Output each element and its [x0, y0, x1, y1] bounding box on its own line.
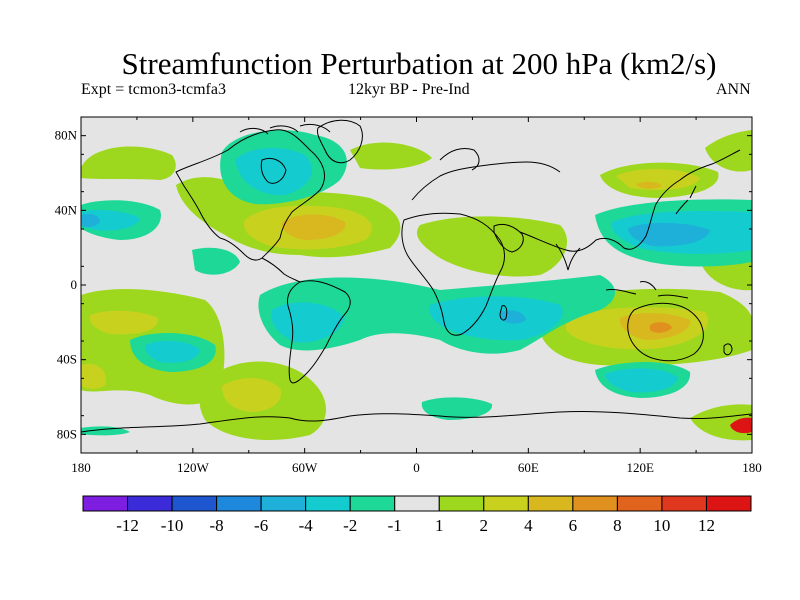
colorbar-label: 1	[435, 516, 444, 535]
colorbar-swatch	[616, 495, 663, 512]
lon-tick-label: 0	[413, 460, 420, 475]
colorbar-swatch	[394, 495, 440, 512]
lon-tick-label: 120E	[626, 460, 654, 475]
colorbar-label: 12	[698, 516, 715, 535]
new-zealand-coast	[723, 343, 733, 356]
hudson-bay	[260, 157, 287, 184]
colorbar-label: -4	[299, 516, 314, 535]
colorbar-label: 4	[524, 516, 533, 535]
indonesia-coast	[605, 281, 689, 299]
colorbar-swatch	[483, 495, 529, 512]
coastlines	[81, 119, 752, 433]
lat-tick-label: 80N	[55, 128, 78, 143]
lon-tick-label: 60W	[292, 460, 318, 475]
south-america-coast	[287, 280, 351, 384]
colorbar-label: 6	[569, 516, 578, 535]
colorbar-swatch	[305, 495, 351, 512]
colorbar-swatch	[349, 495, 396, 512]
contour-fills	[81, 130, 752, 441]
africa-coast	[401, 212, 505, 336]
colorbar-swatch	[171, 495, 218, 512]
scandinavia-coast	[439, 147, 480, 171]
lat-tick-labels: 80N 40N 0 40S 80S	[55, 128, 78, 442]
lon-tick-labels: 180 120W 60W 0 60E 120E 180	[71, 460, 762, 475]
japan-coast	[675, 185, 697, 215]
lat-tick-label: 0	[71, 277, 78, 292]
arctic-islands	[239, 123, 331, 135]
colorbar-swatch	[260, 495, 307, 512]
colorbar-swatch	[438, 495, 485, 512]
period-label: 12kyr BP - Pre-Ind	[348, 81, 470, 98]
india-coast	[555, 243, 581, 271]
colorbar-swatch	[527, 495, 574, 512]
colorbar-label: -10	[161, 516, 184, 535]
lon-tick-label: 120W	[177, 460, 210, 475]
colorbar-swatch	[127, 495, 173, 512]
colorbar-label: 2	[480, 516, 489, 535]
lat-tick-label: 40N	[55, 202, 78, 217]
colorbar-label: -2	[343, 516, 357, 535]
lat-tick-label: 40S	[57, 352, 77, 367]
negative-contours	[81, 130, 752, 436]
experiment-label: Expt = tcmon3-tcmfa3	[81, 81, 226, 98]
colorbar-swatch	[82, 495, 129, 512]
europe-coast	[411, 161, 561, 201]
colorbar-swatch	[572, 495, 618, 512]
colorbar-swatch	[705, 495, 752, 512]
antarctica-coast	[81, 410, 752, 433]
north-america-coast	[175, 129, 325, 261]
map-title: Streamfunction Perturbation at 200 hPa (…	[121, 46, 717, 81]
colorbar-label: -1	[388, 516, 402, 535]
axis-ticks	[80, 117, 753, 453]
madagascar-coast	[499, 305, 508, 321]
lon-tick-label: 60E	[518, 460, 539, 475]
greenland-coast	[317, 119, 363, 164]
season-label: ANN	[716, 81, 751, 98]
lon-tick-label: 180	[742, 460, 762, 475]
colorbar-swatch	[661, 495, 707, 512]
asia-coast	[519, 149, 741, 252]
colorbar-label: 8	[613, 516, 622, 535]
central-america-coast	[261, 257, 301, 283]
lat-tick-label: 80S	[57, 426, 77, 441]
arabia-coast	[493, 223, 524, 253]
australia-coast	[627, 302, 704, 362]
colorbar-labels: -12 -10 -8 -6 -4 -2 -1 1 2 4 6 8 10 12	[116, 516, 715, 535]
colorbar-swatch	[216, 495, 262, 512]
colorbar-label: -6	[254, 516, 268, 535]
lon-tick-label: 180	[71, 460, 91, 475]
colorbar-label: -12	[116, 516, 139, 535]
colorbar-label: 10	[653, 516, 670, 535]
colorbar-label: -8	[210, 516, 224, 535]
colorbar	[82, 495, 752, 512]
